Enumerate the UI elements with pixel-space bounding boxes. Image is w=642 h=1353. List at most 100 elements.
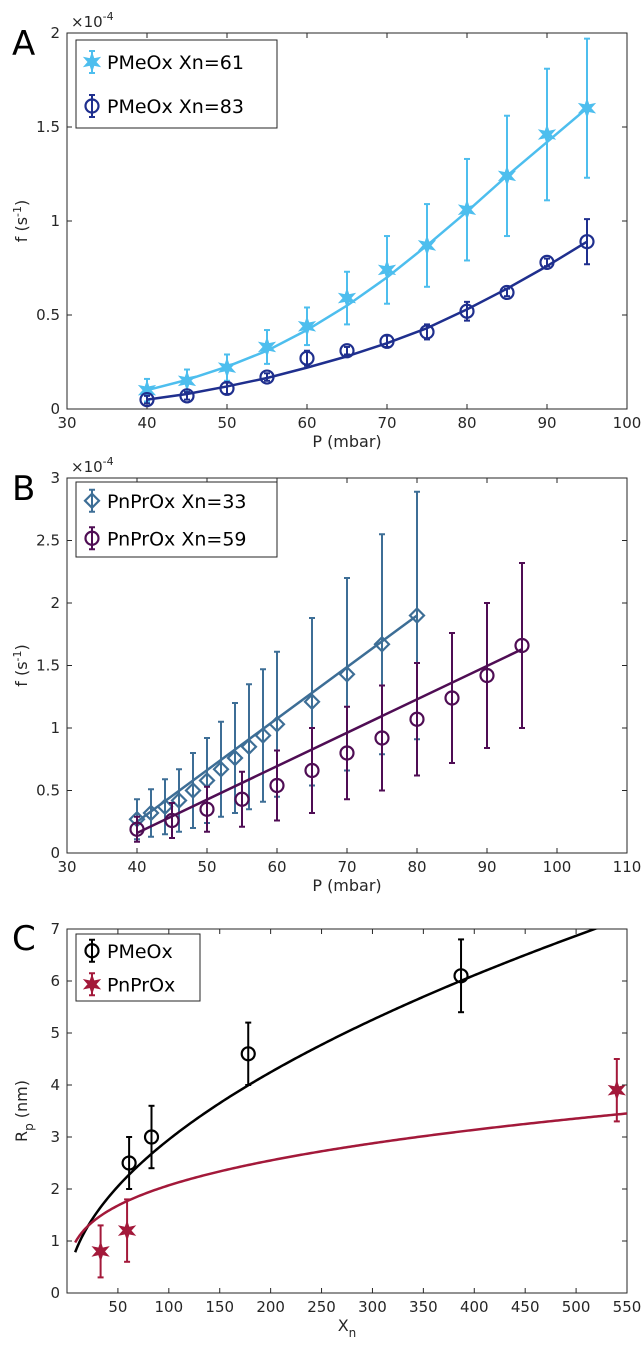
scale-exponent: -4 — [103, 10, 114, 23]
data-point — [379, 333, 395, 349]
y-axis-label-main: f (s — [12, 217, 31, 242]
x-axis-label: P (mbar) — [312, 432, 381, 451]
y-axis-label-tail: ) — [12, 644, 31, 650]
data-point — [170, 791, 188, 810]
data-point — [514, 637, 530, 654]
fit-line — [146, 240, 588, 401]
data-point — [337, 287, 357, 309]
x-axis-label: Xn — [338, 1316, 357, 1340]
series-pmeox-xn-83 — [139, 218, 595, 408]
data-point — [453, 968, 469, 984]
legend-marker — [82, 51, 102, 73]
data-point — [257, 336, 277, 358]
data-point — [240, 738, 258, 756]
x-tick-label: 50 — [197, 858, 216, 876]
data-point — [164, 812, 180, 829]
scale-base: ×10 — [71, 13, 103, 31]
panel-label: A — [12, 24, 35, 64]
y-axis-label: f (s-1) — [11, 644, 31, 687]
data-point — [269, 777, 285, 794]
plot-area — [128, 490, 530, 843]
x-tick-label: 110 — [613, 858, 642, 876]
y-tick-label: 0 — [50, 844, 60, 862]
y-tick-label: 0 — [50, 400, 60, 418]
plot-area — [137, 37, 597, 408]
x-tick-label: 50 — [108, 1298, 127, 1316]
x-tick-label: 70 — [337, 858, 356, 876]
legend: PMeOx PnPrOx — [75, 933, 201, 1002]
y-tick-label: 1 — [50, 212, 60, 230]
scale-exponent: -4 — [103, 455, 114, 468]
x-tick-label: 300 — [358, 1298, 387, 1316]
legend-entry: PMeOx — [107, 941, 173, 963]
x-axis-label-sub: n — [349, 1326, 357, 1340]
x-tick-label: 70 — [377, 414, 396, 432]
y-tick-label: 1.5 — [36, 118, 60, 136]
y-axis-label-tail: (nm) — [12, 1080, 31, 1123]
data-point — [234, 791, 250, 807]
data-point — [499, 284, 515, 301]
panel-label: B — [12, 469, 35, 509]
panel-B: 30 40 50 60 70 80 90 100 110 0 0.5 1 1.5 2 2.5 3 ×10-4 P … — [11, 455, 641, 895]
series-pmeox — [73, 929, 599, 1253]
x-tick-label: 60 — [297, 414, 316, 432]
legend: PnPrOx Xn=33 PnPrOx Xn=59 — [75, 481, 278, 558]
data-point — [212, 760, 230, 778]
y-tick-label: 0.5 — [36, 782, 60, 800]
legend-marker — [84, 943, 100, 959]
data-point — [226, 749, 244, 767]
y-tick-label: 4 — [50, 1076, 60, 1094]
axis-scale-factor: ×10-4 — [71, 10, 114, 31]
x-axis-label: P (mbar) — [312, 876, 381, 895]
data-point — [297, 315, 317, 337]
legend-box — [75, 39, 278, 129]
plot-area — [73, 929, 627, 1279]
y-tick-label: 5 — [50, 1024, 60, 1042]
y-tick-label: 1 — [50, 719, 60, 737]
data-point — [417, 234, 437, 257]
data-point — [607, 1079, 626, 1101]
x-tick-label: 350 — [409, 1298, 438, 1316]
x-tick-label: 30 — [57, 858, 76, 876]
y-tick-label: 0.5 — [36, 306, 60, 324]
data-point — [537, 123, 557, 146]
y-tick-label: 3 — [50, 469, 60, 487]
x-tick-label: 40 — [127, 858, 146, 876]
x-tick-label: 90 — [537, 414, 556, 432]
y-tick-label: 2 — [50, 24, 60, 42]
y-axis-label-sup: -1 — [11, 206, 24, 217]
data-point — [179, 388, 195, 404]
data-point — [184, 781, 202, 800]
series-pnprox-xn-33 — [128, 490, 426, 841]
y-tick-label: 7 — [50, 920, 60, 938]
axis-scale-factor: ×10-4 — [71, 455, 114, 476]
x-tick-label: 80 — [457, 414, 476, 432]
y-axis-label-main: f (s — [12, 661, 31, 686]
data-point — [259, 369, 275, 385]
data-point — [142, 804, 160, 822]
x-tick-label: 80 — [407, 858, 426, 876]
legend-entry: PMeOx Xn=83 — [107, 96, 244, 118]
x-tick-label: 40 — [137, 414, 156, 432]
x-tick-label: 90 — [477, 858, 496, 876]
data-point — [374, 730, 390, 746]
data-point — [409, 711, 425, 727]
legend-marker — [84, 98, 100, 114]
data-point — [303, 693, 321, 711]
x-tick-label: 150 — [205, 1298, 234, 1316]
data-point — [457, 199, 477, 221]
legend-entry: PnPrOx Xn=33 — [107, 491, 247, 513]
y-axis-label-sup: -1 — [11, 650, 24, 661]
data-point — [217, 357, 237, 379]
y-tick-label: 2 — [50, 594, 60, 612]
panel-C: 50 100 150 200 250 300 350 400 450 500 550 0 1 2 3 4 5 6 7… — [12, 919, 641, 1340]
y-axis-label-tail: ) — [12, 200, 31, 206]
data-point — [497, 165, 517, 187]
legend-marker — [83, 492, 101, 510]
y-axis-label-main: R — [12, 1131, 31, 1142]
data-point — [377, 259, 397, 281]
data-point — [156, 798, 174, 816]
panel-A: 30 40 50 60 70 80 90 100 0 0.5 1 1.5 2 ×10-4 P (mbar) f… — [11, 10, 641, 451]
y-tick-label: 3 — [50, 1128, 60, 1146]
